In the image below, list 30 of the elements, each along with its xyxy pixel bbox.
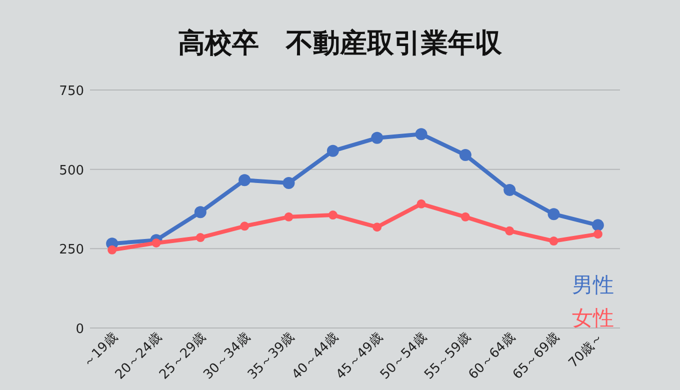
y-tick-label: 750 — [59, 84, 84, 99]
point — [504, 184, 516, 196]
point — [372, 222, 382, 232]
point — [505, 226, 514, 236]
point — [238, 174, 251, 186]
x-tick-label: 70歳～ — [566, 330, 607, 371]
point — [326, 144, 339, 157]
point — [194, 206, 206, 218]
point — [548, 208, 560, 220]
text: 女性 — [572, 306, 614, 330]
point — [240, 222, 250, 231]
point — [152, 238, 161, 248]
y-tick-label: 0 — [76, 322, 84, 337]
point — [328, 210, 338, 220]
text: 男性 — [572, 273, 614, 297]
point — [196, 233, 205, 242]
point — [415, 128, 428, 140]
point — [108, 245, 117, 254]
chart-title: 高校卒 不動産取引業年収 — [178, 28, 503, 59]
y-tick-label: 250 — [59, 242, 84, 258]
point — [459, 149, 472, 162]
point — [460, 212, 470, 222]
point — [593, 230, 602, 239]
point — [284, 212, 294, 222]
point — [549, 236, 558, 246]
y-tick-label: 500 — [59, 163, 84, 178]
point — [282, 176, 295, 189]
point — [592, 219, 604, 232]
point — [416, 199, 426, 208]
point — [371, 132, 384, 144]
